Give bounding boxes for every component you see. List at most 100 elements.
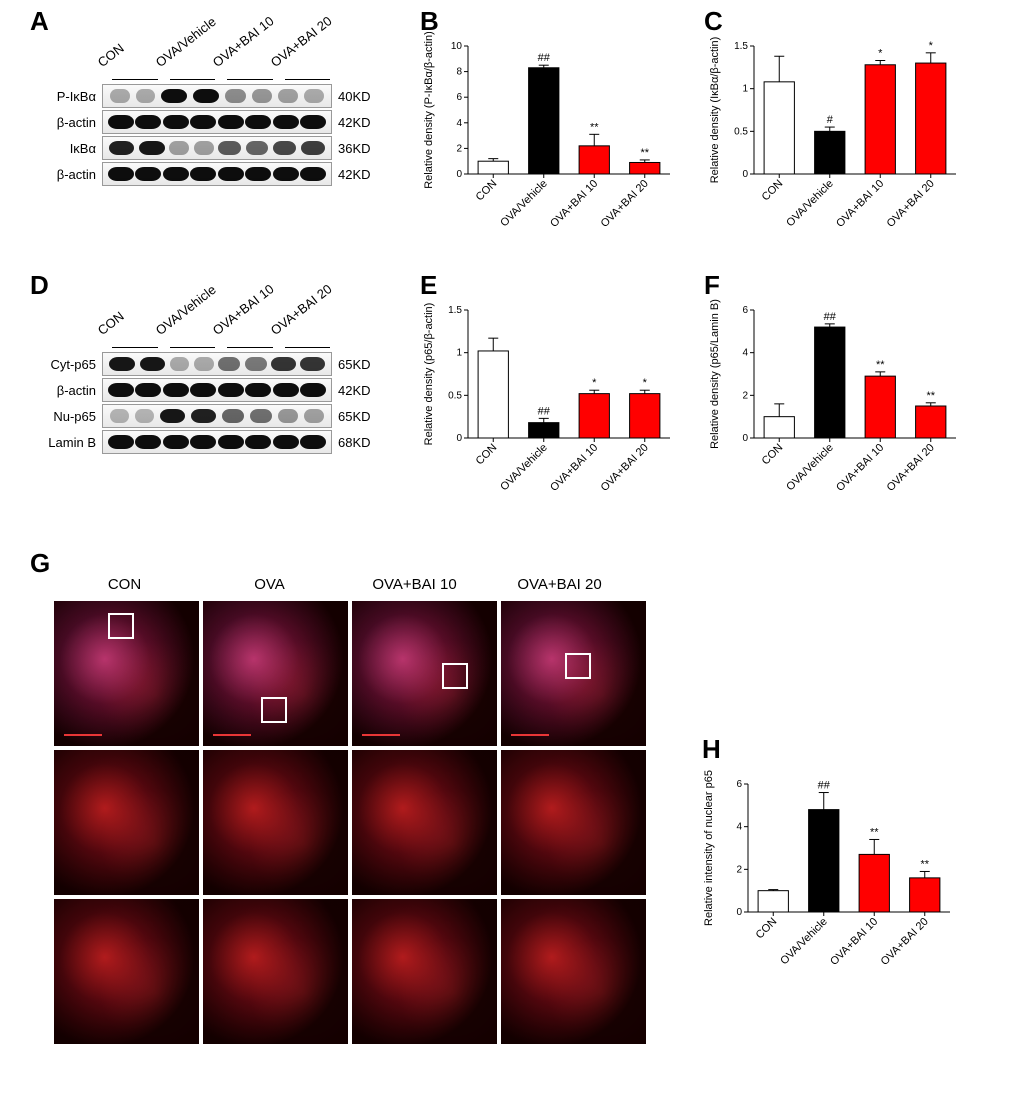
- blot-strip: [102, 84, 332, 108]
- if-row: [52, 897, 648, 1046]
- svg-text:8: 8: [456, 67, 462, 78]
- svg-text:OVA+BAI 10: OVA+BAI 10: [548, 442, 600, 494]
- svg-text:OVA+BAI 20: OVA+BAI 20: [885, 178, 937, 230]
- svg-text:CON: CON: [754, 916, 780, 942]
- svg-text:OVA/Vehicle: OVA/Vehicle: [498, 178, 550, 230]
- svg-text:OVA+BAI 20: OVA+BAI 20: [599, 442, 651, 494]
- if-cell: [501, 750, 646, 895]
- svg-text:*: *: [929, 40, 934, 52]
- blot-header-label: CON: [95, 308, 127, 338]
- blot-strip: [102, 352, 332, 376]
- svg-text:Relative intensity of nuclear: Relative intensity of nuclear p65: [703, 770, 715, 926]
- blot-header-label: OVA/Vehicle: [152, 282, 218, 338]
- svg-text:OVA/Vehicle: OVA/Vehicle: [778, 916, 830, 968]
- svg-text:**: **: [640, 147, 649, 159]
- blot-kd-label: 42KD: [332, 115, 380, 130]
- svg-text:Relative density (P-IκBα/β-act: Relative density (P-IκBα/β-actin): [423, 32, 435, 189]
- blot-kd-label: 68KD: [332, 435, 380, 450]
- svg-text:0: 0: [736, 907, 742, 918]
- svg-text:0: 0: [742, 169, 748, 180]
- svg-text:OVA+BAI 10: OVA+BAI 10: [834, 442, 886, 494]
- western-blot-A: CONOVA/VehicleOVA+BAI 10OVA+BAI 20 P-IκB…: [44, 26, 392, 188]
- svg-text:**: **: [920, 858, 929, 870]
- blot-row: P-IκBα 40KD: [44, 84, 392, 108]
- immunofluorescence-grid: CONOVAOVA+BAI 10OVA+BAI 20: [52, 576, 648, 1046]
- if-column-headers: CONOVAOVA+BAI 10OVA+BAI 20: [52, 576, 648, 599]
- svg-text:4: 4: [742, 348, 748, 359]
- svg-text:6: 6: [742, 305, 748, 316]
- blot-strip: [102, 110, 332, 134]
- scale-bar: [64, 734, 102, 736]
- blot-row-label: β-actin: [44, 115, 102, 130]
- bar-chart-E: 00.511.5Relative density (p65/β-actin)CO…: [418, 296, 678, 516]
- svg-text:OVA+BAI 10: OVA+BAI 10: [834, 178, 886, 230]
- if-cell: [501, 601, 646, 746]
- blot-strip: [102, 136, 332, 160]
- svg-text:10: 10: [451, 41, 463, 52]
- svg-text:2: 2: [742, 390, 748, 401]
- scale-bar: [362, 734, 400, 736]
- blot-kd-label: 40KD: [332, 89, 380, 104]
- svg-text:OVA+BAI 20: OVA+BAI 20: [885, 442, 937, 494]
- if-cell: [203, 899, 348, 1044]
- if-cell: [54, 750, 199, 895]
- blot-row-label: P-IκBα: [44, 89, 102, 104]
- blot-header-label: OVA+BAI 10: [210, 281, 277, 338]
- if-column-label: OVA: [197, 576, 342, 599]
- svg-text:##: ##: [538, 405, 551, 417]
- svg-text:1: 1: [742, 84, 748, 95]
- svg-text:OVA/Vehicle: OVA/Vehicle: [784, 178, 836, 230]
- blot-strip: [102, 378, 332, 402]
- blot-D-header: CONOVA/VehicleOVA+BAI 10OVA+BAI 20: [114, 294, 392, 350]
- svg-text:4: 4: [736, 822, 742, 833]
- blot-row-label: β-actin: [44, 167, 102, 182]
- svg-text:*: *: [592, 377, 597, 389]
- svg-text:0: 0: [456, 169, 462, 180]
- blot-row-label: β-actin: [44, 383, 102, 398]
- if-column-label: OVA+BAI 10: [342, 576, 487, 599]
- scale-bar: [213, 734, 251, 736]
- svg-text:CON: CON: [474, 178, 500, 204]
- roi-box: [261, 697, 287, 723]
- blot-A-header: CONOVA/VehicleOVA+BAI 10OVA+BAI 20: [114, 26, 392, 82]
- svg-text:OVA+BAI 20: OVA+BAI 20: [879, 916, 931, 968]
- svg-text:**: **: [590, 121, 599, 133]
- scale-bar: [511, 734, 549, 736]
- if-cell: [352, 750, 497, 895]
- svg-text:**: **: [870, 826, 879, 838]
- svg-text:1.5: 1.5: [734, 41, 748, 52]
- blot-kd-label: 36KD: [332, 141, 380, 156]
- svg-text:OVA+BAI 10: OVA+BAI 10: [828, 916, 880, 968]
- if-row: [52, 748, 648, 897]
- svg-text:##: ##: [824, 311, 837, 323]
- blot-row: Lamin B 68KD: [44, 430, 392, 454]
- svg-text:CON: CON: [760, 178, 786, 204]
- western-blot-D: CONOVA/VehicleOVA+BAI 10OVA+BAI 20 Cyt-p…: [44, 294, 392, 456]
- blot-row: β-actin42KD: [44, 162, 392, 186]
- if-cell: [203, 750, 348, 895]
- svg-text:OVA/Vehicle: OVA/Vehicle: [784, 442, 836, 494]
- svg-text:Relative density (p65/Lamin B): Relative density (p65/Lamin B): [709, 299, 721, 449]
- svg-text:CON: CON: [760, 442, 786, 468]
- svg-text:1: 1: [456, 348, 462, 359]
- svg-text:Relative density (IκBα/β-actin: Relative density (IκBα/β-actin): [709, 37, 721, 184]
- svg-text:*: *: [643, 377, 648, 389]
- svg-text:**: **: [926, 390, 935, 402]
- svg-text:2: 2: [456, 143, 462, 154]
- panel-label-G: G: [30, 548, 50, 579]
- blot-row-label: Lamin B: [44, 435, 102, 450]
- svg-text:OVA+BAI 20: OVA+BAI 20: [599, 178, 651, 230]
- svg-text:4: 4: [456, 118, 462, 129]
- blot-row-label: IκBα: [44, 141, 102, 156]
- bar-chart-B: 0246810Relative density (P-IκBα/β-actin)…: [418, 32, 678, 252]
- if-cell: [54, 601, 199, 746]
- blot-kd-label: 65KD: [332, 357, 380, 372]
- svg-text:0.5: 0.5: [448, 390, 462, 401]
- blot-header-label: OVA+BAI 20: [267, 281, 334, 338]
- bar-chart-F: 0246Relative density (p65/Lamin B)CON##O…: [704, 296, 964, 516]
- svg-text:0: 0: [456, 433, 462, 444]
- bar-chart-H: 0246Relative intensity of nuclear p65CON…: [698, 770, 958, 990]
- if-row: [52, 599, 648, 748]
- if-column-label: OVA+BAI 20: [487, 576, 632, 599]
- roi-box: [565, 653, 591, 679]
